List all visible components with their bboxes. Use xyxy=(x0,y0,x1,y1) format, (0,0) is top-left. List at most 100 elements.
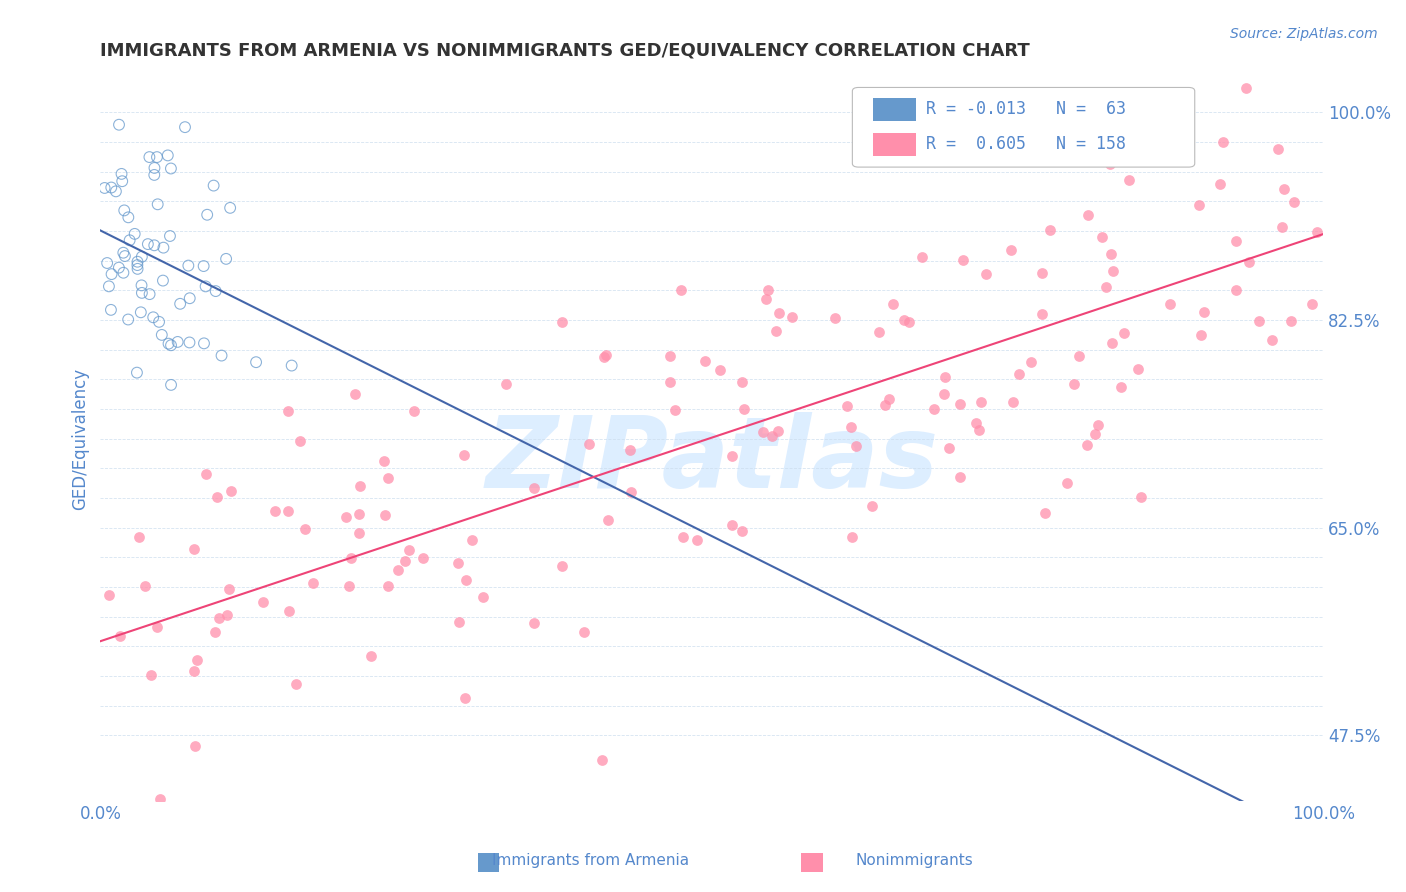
Nonimmigrants xyxy=(1306,225,1329,239)
Nonimmigrants xyxy=(215,607,238,622)
Nonimmigrants xyxy=(373,454,395,468)
Nonimmigrants xyxy=(841,530,863,544)
Nonimmigrants xyxy=(447,615,470,629)
Nonimmigrants xyxy=(669,283,692,297)
Nonimmigrants xyxy=(335,510,357,524)
Immigrants from Armenia xyxy=(93,181,115,195)
Nonimmigrants xyxy=(343,387,366,401)
Nonimmigrants xyxy=(934,370,956,384)
Nonimmigrants xyxy=(780,310,803,324)
Nonimmigrants xyxy=(523,481,546,495)
Nonimmigrants xyxy=(1271,220,1294,235)
Text: ZIPatlas: ZIPatlas xyxy=(485,412,938,508)
Nonimmigrants xyxy=(845,439,868,453)
Immigrants from Armenia xyxy=(194,279,217,293)
Nonimmigrants xyxy=(1159,296,1181,310)
Text: Nonimmigrants: Nonimmigrants xyxy=(855,854,973,868)
Nonimmigrants xyxy=(761,429,783,443)
Immigrants from Armenia xyxy=(100,267,122,281)
Nonimmigrants xyxy=(877,392,900,406)
Nonimmigrants xyxy=(733,401,755,416)
Nonimmigrants xyxy=(183,664,205,678)
Immigrants from Armenia xyxy=(118,233,141,247)
Immigrants from Armenia xyxy=(143,161,166,175)
Immigrants from Armenia xyxy=(202,178,225,193)
Immigrants from Armenia xyxy=(129,305,152,319)
Nonimmigrants xyxy=(374,508,396,523)
Nonimmigrants xyxy=(965,416,987,430)
Nonimmigrants xyxy=(294,522,316,536)
Nonimmigrants xyxy=(278,604,301,618)
Immigrants from Armenia xyxy=(97,279,120,293)
Immigrants from Armenia xyxy=(159,229,181,244)
Nonimmigrants xyxy=(824,310,846,325)
Nonimmigrants xyxy=(766,424,789,438)
Nonimmigrants xyxy=(195,467,218,481)
Immigrants from Armenia xyxy=(146,197,169,211)
Immigrants from Armenia xyxy=(127,254,149,268)
Nonimmigrants xyxy=(349,479,371,493)
Immigrants from Armenia xyxy=(204,284,226,298)
Nonimmigrants xyxy=(672,529,695,543)
Nonimmigrants xyxy=(1077,208,1099,222)
Immigrants from Armenia xyxy=(179,335,201,350)
Immigrants from Armenia xyxy=(150,327,173,342)
Nonimmigrants xyxy=(1033,506,1056,520)
Bar xyxy=(873,98,915,121)
Nonimmigrants xyxy=(1225,234,1247,248)
Nonimmigrants xyxy=(1102,263,1125,277)
Immigrants from Armenia xyxy=(108,118,131,132)
Nonimmigrants xyxy=(1279,314,1302,328)
Nonimmigrants xyxy=(128,530,150,544)
Nonimmigrants xyxy=(402,403,425,417)
FancyBboxPatch shape xyxy=(852,87,1195,167)
Nonimmigrants xyxy=(1225,283,1247,297)
Immigrants from Armenia xyxy=(108,260,131,275)
Nonimmigrants xyxy=(523,616,546,631)
Nonimmigrants xyxy=(1192,304,1215,318)
Nonimmigrants xyxy=(1000,243,1022,257)
Nonimmigrants xyxy=(897,315,920,329)
Immigrants from Armenia xyxy=(131,250,153,264)
Immigrants from Armenia xyxy=(143,238,166,252)
Immigrants from Armenia xyxy=(219,201,242,215)
Nonimmigrants xyxy=(146,620,169,634)
Immigrants from Armenia xyxy=(111,174,134,188)
Nonimmigrants xyxy=(1008,367,1031,381)
Nonimmigrants xyxy=(387,563,409,577)
Nonimmigrants xyxy=(454,690,477,705)
Immigrants from Armenia xyxy=(138,150,160,164)
Nonimmigrants xyxy=(495,376,517,391)
Nonimmigrants xyxy=(1101,336,1123,351)
Nonimmigrants xyxy=(108,628,131,642)
Nonimmigrants xyxy=(1237,255,1260,269)
Immigrants from Armenia xyxy=(142,310,165,325)
Nonimmigrants xyxy=(1031,307,1053,321)
Nonimmigrants xyxy=(1076,438,1098,452)
Immigrants from Armenia xyxy=(127,258,149,272)
Nonimmigrants xyxy=(938,442,960,456)
Nonimmigrants xyxy=(693,354,716,368)
Nonimmigrants xyxy=(377,471,399,485)
Nonimmigrants xyxy=(922,401,945,416)
Nonimmigrants xyxy=(285,677,308,691)
Nonimmigrants xyxy=(731,524,754,538)
Nonimmigrants xyxy=(595,348,617,362)
Nonimmigrants xyxy=(592,350,614,364)
Immigrants from Armenia xyxy=(169,297,191,311)
Nonimmigrants xyxy=(1126,362,1149,376)
Nonimmigrants xyxy=(591,753,613,767)
Immigrants from Armenia xyxy=(127,261,149,276)
Immigrants from Armenia xyxy=(138,287,160,301)
Nonimmigrants xyxy=(1069,349,1091,363)
Immigrants from Armenia xyxy=(174,120,197,135)
Immigrants from Armenia xyxy=(160,338,183,352)
Nonimmigrants xyxy=(1063,377,1085,392)
Nonimmigrants xyxy=(873,398,896,412)
Nonimmigrants xyxy=(756,283,779,297)
Immigrants from Armenia xyxy=(125,366,148,380)
Nonimmigrants xyxy=(1118,173,1140,187)
Immigrants from Armenia xyxy=(112,266,135,280)
Nonimmigrants xyxy=(572,624,595,639)
Nonimmigrants xyxy=(860,499,883,513)
